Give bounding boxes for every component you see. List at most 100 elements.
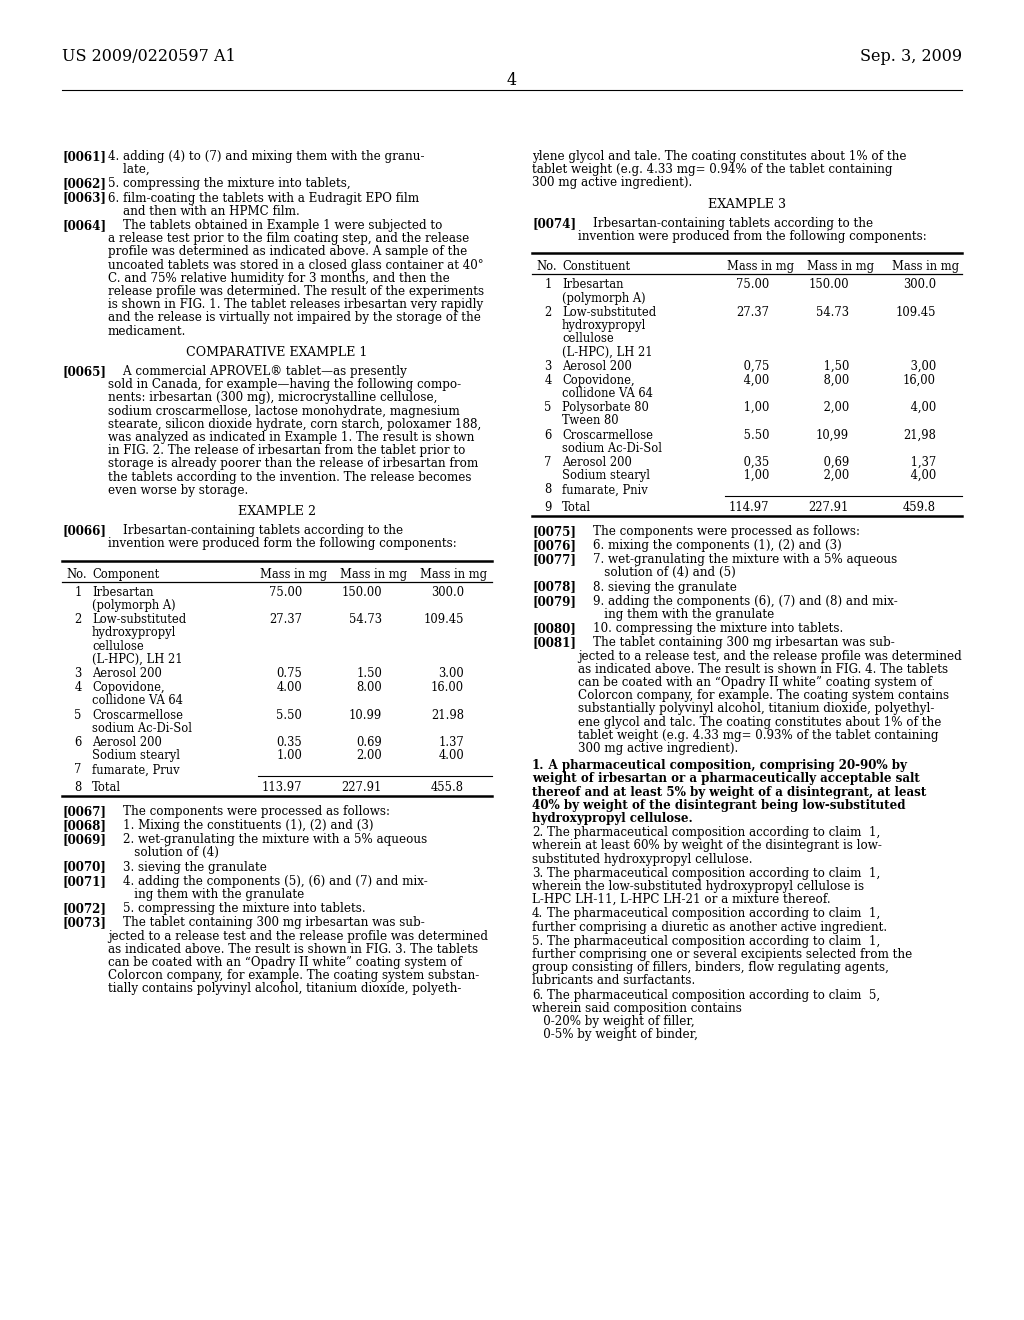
Text: Croscarmellose: Croscarmellose	[92, 709, 183, 722]
Text: wherein at least 60% by weight of the disintegrant is low-: wherein at least 60% by weight of the di…	[532, 840, 882, 853]
Text: as indicated above. The result is shown in FIG. 3. The tablets: as indicated above. The result is shown …	[108, 942, 478, 956]
Text: [0068]: [0068]	[62, 818, 106, 832]
Text: ene glycol and talc. The coating constitutes about 1% of the: ene glycol and talc. The coating constit…	[578, 715, 941, 729]
Text: substantially polyvinyl alcohol, titanium dioxide, polyethyl-: substantially polyvinyl alcohol, titaniu…	[578, 702, 934, 715]
Text: The pharmaceutical composition according to claim  1,: The pharmaceutical composition according…	[532, 907, 881, 920]
Text: wherein said composition contains: wherein said composition contains	[532, 1002, 741, 1015]
Text: 4: 4	[507, 73, 517, 88]
Text: 150.00: 150.00	[341, 586, 382, 599]
Text: in FIG. 2. The release of irbesartan from the tablet prior to: in FIG. 2. The release of irbesartan fro…	[108, 445, 465, 457]
Text: Low-substituted: Low-substituted	[92, 614, 186, 626]
Text: 1,00: 1,00	[739, 469, 769, 482]
Text: 8. sieving the granulate: 8. sieving the granulate	[578, 581, 737, 594]
Text: A pharmaceutical composition, comprising 20-90% by: A pharmaceutical composition, comprising…	[532, 759, 907, 772]
Text: Total: Total	[562, 500, 591, 513]
Text: 0.75: 0.75	[276, 667, 302, 680]
Text: [0075]: [0075]	[532, 525, 575, 537]
Text: 9: 9	[545, 500, 552, 513]
Text: Aerosol 200: Aerosol 200	[562, 455, 632, 469]
Text: 5.50: 5.50	[276, 709, 302, 722]
Text: weight of irbesartan or a pharmaceutically acceptable salt: weight of irbesartan or a pharmaceutical…	[532, 772, 920, 785]
Text: nents: irbesartan (300 mg), microcrystalline cellulose,: nents: irbesartan (300 mg), microcrystal…	[108, 392, 437, 404]
Text: 113.97: 113.97	[261, 780, 302, 793]
Text: 4,00: 4,00	[906, 401, 936, 414]
Text: 0-5% by weight of binder,: 0-5% by weight of binder,	[532, 1028, 698, 1041]
Text: 8: 8	[545, 483, 552, 496]
Text: thereof and at least 5% by weight of a disintegrant, at least: thereof and at least 5% by weight of a d…	[532, 785, 927, 799]
Text: 109.45: 109.45	[424, 614, 464, 626]
Text: [0062]: [0062]	[62, 177, 106, 190]
Text: 6. mixing the components (1), (2) and (3): 6. mixing the components (1), (2) and (3…	[578, 539, 842, 552]
Text: 2,00: 2,00	[820, 469, 849, 482]
Text: Colorcon company, for example. The coating system contains: Colorcon company, for example. The coati…	[578, 689, 949, 702]
Text: Tween 80: Tween 80	[562, 414, 618, 428]
Text: jected to a release test, and the release profile was determined: jected to a release test, and the releas…	[578, 649, 962, 663]
Text: Mass in mg: Mass in mg	[260, 568, 327, 581]
Text: group consisting of fillers, binders, flow regulating agents,: group consisting of fillers, binders, fl…	[532, 961, 889, 974]
Text: 3: 3	[545, 359, 552, 372]
Text: Low-substituted: Low-substituted	[562, 306, 656, 319]
Text: [0073]: [0073]	[62, 916, 106, 929]
Text: 4: 4	[545, 374, 552, 387]
Text: [0067]: [0067]	[62, 805, 106, 818]
Text: The components were processed as follows:: The components were processed as follows…	[108, 805, 390, 818]
Text: Copovidone,: Copovidone,	[92, 681, 165, 694]
Text: 54.73: 54.73	[816, 306, 849, 319]
Text: Sodium stearyl: Sodium stearyl	[92, 750, 180, 762]
Text: [0072]: [0072]	[62, 902, 106, 915]
Text: Aerosol 200: Aerosol 200	[92, 737, 162, 748]
Text: ylene glycol and tale. The coating constitutes about 1% of the: ylene glycol and tale. The coating const…	[532, 150, 906, 162]
Text: ing them with the granulate: ing them with the granulate	[108, 888, 304, 902]
Text: ing them with the granulate: ing them with the granulate	[578, 609, 774, 620]
Text: [0079]: [0079]	[532, 595, 575, 607]
Text: The tablet containing 300 mg irbesartan was sub-: The tablet containing 300 mg irbesartan …	[578, 636, 895, 649]
Text: lubricants and surfactants.: lubricants and surfactants.	[532, 974, 695, 987]
Text: [0077]: [0077]	[532, 553, 575, 566]
Text: [0069]: [0069]	[62, 833, 106, 846]
Text: 10.99: 10.99	[349, 709, 382, 722]
Text: 3.00: 3.00	[438, 667, 464, 680]
Text: Aerosol 200: Aerosol 200	[562, 359, 632, 372]
Text: [0061]: [0061]	[62, 150, 106, 162]
Text: can be coated with an “Opadry II white” coating system of: can be coated with an “Opadry II white” …	[108, 956, 462, 969]
Text: 455.8: 455.8	[431, 780, 464, 793]
Text: 109.45: 109.45	[896, 306, 936, 319]
Text: tablet weight (e.g. 4.33 mg= 0.94% of the tablet containing: tablet weight (e.g. 4.33 mg= 0.94% of th…	[532, 164, 893, 176]
Text: 1. Mixing the constituents (1), (2) and (3): 1. Mixing the constituents (1), (2) and …	[108, 818, 374, 832]
Text: 7: 7	[545, 455, 552, 469]
Text: COMPARATIVE EXAMPLE 1: COMPARATIVE EXAMPLE 1	[186, 346, 368, 359]
Text: The tablet containing 300 mg irbesartan was sub-: The tablet containing 300 mg irbesartan …	[108, 916, 425, 929]
Text: 16,00: 16,00	[903, 374, 936, 387]
Text: profile was determined as indicated above. A sample of the: profile was determined as indicated abov…	[108, 246, 467, 259]
Text: tially contains polyvinyl alcohol, titanium dioxide, polyeth-: tially contains polyvinyl alcohol, titan…	[108, 982, 462, 995]
Text: 5.: 5.	[532, 935, 544, 948]
Text: 21.98: 21.98	[431, 709, 464, 722]
Text: 40% by weight of the disintegrant being low-substituted: 40% by weight of the disintegrant being …	[532, 799, 905, 812]
Text: fumarate, Pruv: fumarate, Pruv	[92, 763, 179, 776]
Text: 10. compressing the mixture into tablets.: 10. compressing the mixture into tablets…	[578, 622, 843, 635]
Text: 1.00: 1.00	[276, 750, 302, 762]
Text: 9. adding the components (6), (7) and (8) and mix-: 9. adding the components (6), (7) and (8…	[578, 595, 898, 607]
Text: 4,00: 4,00	[906, 469, 936, 482]
Text: [0065]: [0065]	[62, 366, 106, 378]
Text: 0,35: 0,35	[739, 455, 769, 469]
Text: 1: 1	[545, 279, 552, 292]
Text: EXAMPLE 2: EXAMPLE 2	[238, 506, 316, 517]
Text: 0,69: 0,69	[820, 455, 849, 469]
Text: wherein the low-substituted hydroxypropyl cellulose is: wherein the low-substituted hydroxypropy…	[532, 880, 864, 894]
Text: 1: 1	[75, 586, 82, 599]
Text: 4. adding (4) to (7) and mixing them with the granu-: 4. adding (4) to (7) and mixing them wit…	[108, 150, 425, 162]
Text: Constituent: Constituent	[562, 260, 630, 273]
Text: 4. adding the components (5), (6) and (7) and mix-: 4. adding the components (5), (6) and (7…	[108, 875, 428, 888]
Text: 1.50: 1.50	[356, 667, 382, 680]
Text: cellulose: cellulose	[562, 333, 613, 346]
Text: 75.00: 75.00	[268, 586, 302, 599]
Text: [0078]: [0078]	[532, 581, 575, 594]
Text: 5. compressing the mixture into tablets.: 5. compressing the mixture into tablets.	[108, 902, 366, 915]
Text: jected to a release test and the release profile was determined: jected to a release test and the release…	[108, 929, 488, 942]
Text: EXAMPLE 3: EXAMPLE 3	[708, 198, 786, 211]
Text: The pharmaceutical composition according to claim  1,: The pharmaceutical composition according…	[532, 935, 881, 948]
Text: The pharmaceutical composition according to claim  1,: The pharmaceutical composition according…	[532, 826, 881, 840]
Text: 2: 2	[75, 614, 82, 626]
Text: hydroxypropyl cellulose.: hydroxypropyl cellulose.	[532, 812, 693, 825]
